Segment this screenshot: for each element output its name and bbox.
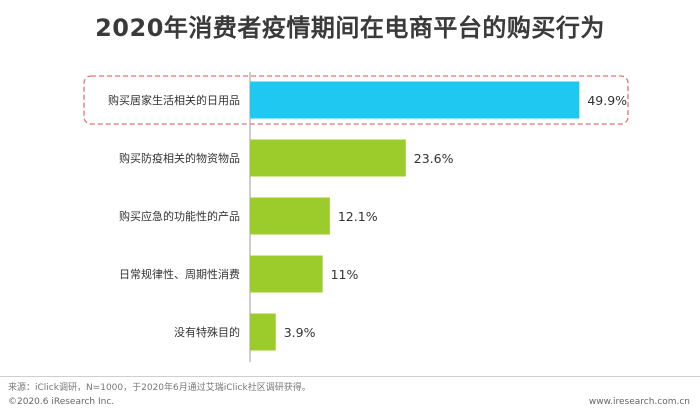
category-label-4: 没有特殊目的 <box>174 325 240 339</box>
chart-title: 2020年消费者疫情期间在电商平台的购买行为 <box>95 14 605 42</box>
bar-0 <box>250 81 580 119</box>
category-label-1: 购买防疫相关的物资物品 <box>119 151 240 165</box>
category-label-2: 购买应急的功能性的产品 <box>119 209 240 223</box>
value-label-0: 49.9% <box>587 93 627 108</box>
category-label-3: 日常规律性、周期性消费 <box>119 267 240 281</box>
bar-2 <box>250 197 330 235</box>
bar-1 <box>250 139 406 177</box>
copyright: ©2020.6 iResearch Inc. <box>8 397 115 407</box>
bar-4 <box>250 313 276 351</box>
value-label-1: 23.6% <box>414 151 454 166</box>
highlight-box <box>83 75 629 125</box>
website-url: www.iresearch.com.cn <box>588 397 690 407</box>
value-label-2: 12.1% <box>338 209 378 224</box>
footer-divider <box>0 376 700 377</box>
category-label-0: 购买居家生活相关的日用品 <box>108 93 240 107</box>
value-label-4: 3.9% <box>284 325 316 340</box>
source-note: 来源：iClick调研，N=1000，于2020年6月通过艾瑞iClick社区调… <box>8 383 311 393</box>
bar-chart: 购买居家生活相关的日用品 49.9% 购买防疫相关的物资物品 23.6% 购买应急的功能… <box>83 72 629 362</box>
bar-3 <box>250 255 323 293</box>
value-label-3: 11% <box>331 267 359 282</box>
